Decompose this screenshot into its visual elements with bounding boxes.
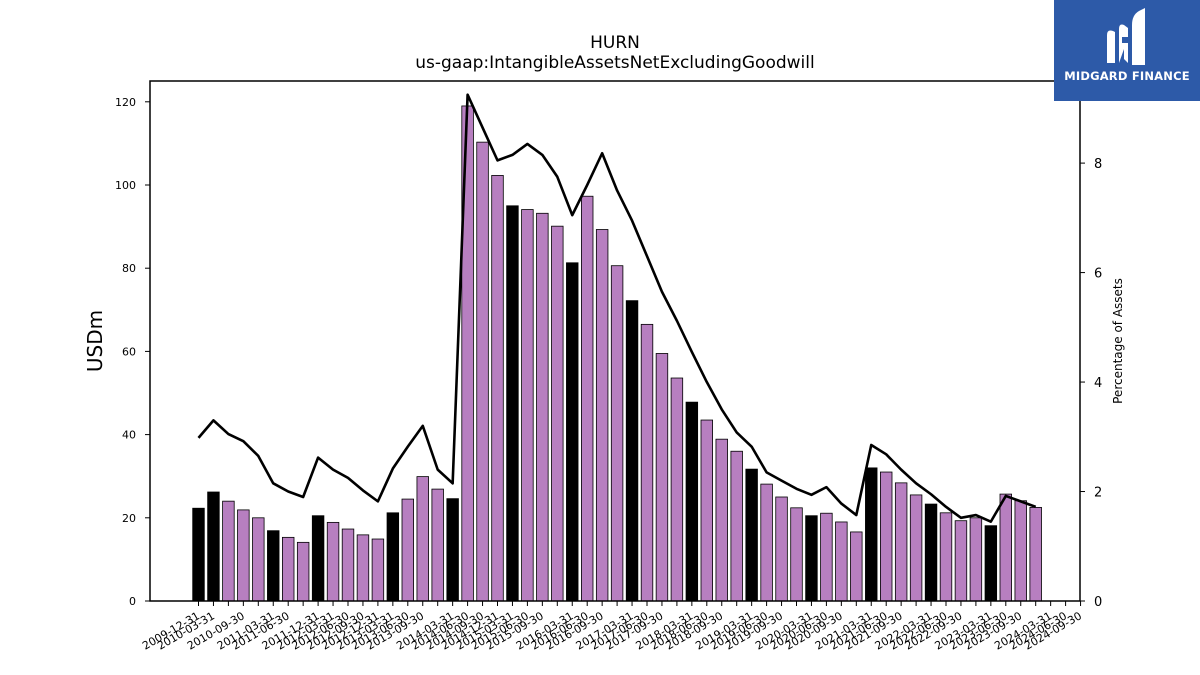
- bar: [999, 493, 1013, 602]
- bar: [446, 498, 459, 602]
- bar: [551, 225, 564, 602]
- brand-name: MIDGARD FINANCE: [1064, 69, 1190, 83]
- bar: [775, 496, 788, 602]
- bar: [536, 212, 549, 602]
- bar: [1029, 506, 1042, 602]
- bar: [670, 377, 684, 602]
- bars-group: [192, 105, 1042, 602]
- bar: [700, 419, 714, 602]
- bar: [311, 515, 325, 602]
- bar: [820, 512, 833, 602]
- bar: [715, 438, 728, 602]
- bar: [386, 512, 400, 602]
- bar: [371, 538, 385, 602]
- bar: [491, 175, 504, 602]
- y2-tick-label: 4: [1094, 376, 1102, 391]
- y-axis-right: 0 2 4 6 8: [1080, 157, 1102, 610]
- chart-title: HURN: [590, 33, 640, 53]
- bar: [984, 525, 998, 602]
- bar: [595, 229, 609, 602]
- bar: [924, 503, 938, 602]
- midgard-logo-icon: [1107, 8, 1145, 65]
- y-tick-label: 100: [115, 179, 136, 192]
- bar: [939, 512, 953, 602]
- bar: [655, 353, 669, 602]
- bar: [909, 494, 923, 602]
- x-axis: 2009-12-312010-03-312010-09-302011-03-31…: [140, 601, 1084, 653]
- bar: [969, 517, 983, 602]
- bar: [401, 498, 415, 602]
- bar: [954, 520, 968, 602]
- y-tick-label: 20: [122, 512, 136, 525]
- bar: [476, 141, 489, 602]
- y-tick-label: 0: [129, 595, 136, 608]
- bar: [730, 450, 743, 602]
- y-axis-label: USDm: [83, 310, 107, 372]
- y-axis-left: 0 20 40 60 80 100 120: [115, 96, 150, 608]
- bar: [790, 507, 803, 602]
- y2-tick-label: 2: [1094, 486, 1102, 501]
- bar: [610, 265, 624, 602]
- bar: [760, 483, 773, 602]
- bar: [222, 500, 235, 602]
- y2-axis-label: Percentage of Assets: [1111, 278, 1125, 404]
- y2-tick-label: 8: [1094, 157, 1102, 172]
- bar: [745, 468, 758, 602]
- y2-tick-label: 6: [1094, 267, 1102, 282]
- bar: [267, 530, 280, 602]
- bar: [625, 300, 639, 602]
- bar: [685, 401, 699, 602]
- percentage-line: [197, 93, 1037, 523]
- bar: [865, 467, 878, 602]
- bar: [237, 509, 250, 602]
- bar: [894, 482, 908, 602]
- bar: [805, 515, 818, 602]
- bar: [1014, 500, 1027, 602]
- bar: [521, 209, 534, 602]
- line-group: [197, 93, 1037, 523]
- bar: [431, 488, 444, 602]
- y2-tick-label: 0: [1094, 595, 1102, 610]
- y-tick-label: 120: [115, 96, 136, 109]
- bar: [506, 205, 519, 602]
- bar: [281, 536, 295, 602]
- bar: [356, 534, 370, 602]
- bar: [640, 323, 654, 602]
- y-tick-label: 40: [122, 429, 136, 442]
- brand-logo: MIDGARD FINANCE: [1054, 0, 1200, 101]
- bar: [341, 528, 355, 602]
- bar: [252, 517, 265, 602]
- y-tick-label: 80: [122, 262, 136, 275]
- bar: [326, 521, 340, 602]
- bar: [581, 195, 594, 602]
- bar: [192, 507, 205, 602]
- bar: [566, 262, 579, 602]
- y-tick-label: 60: [122, 345, 136, 358]
- bar: [416, 476, 429, 602]
- bar: [207, 491, 220, 602]
- bar: [296, 541, 310, 602]
- plot-frame: [149, 80, 1081, 602]
- chart-subtitle: us-gaap:IntangibleAssetsNetExcludingGood…: [415, 53, 814, 73]
- bar: [880, 471, 893, 602]
- bar: [850, 531, 863, 602]
- bar: [835, 521, 848, 602]
